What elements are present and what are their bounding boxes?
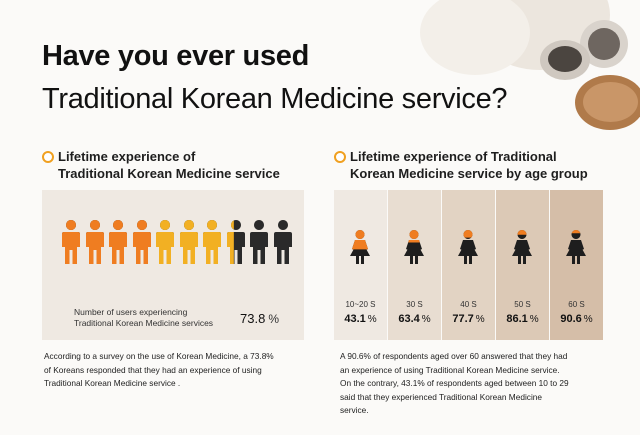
woman-icon — [566, 230, 586, 264]
age-label: 50 S — [514, 300, 531, 309]
age-label: 40 S — [460, 300, 477, 309]
right-desc-line-5: service. — [340, 405, 369, 415]
woman-icon-base — [566, 230, 586, 264]
age-percent: 90.6% — [550, 313, 603, 325]
woman-icon — [350, 230, 370, 264]
left-desc-line-2: of Koreans responded that they had an ex… — [44, 364, 262, 375]
person-icon — [226, 220, 245, 264]
right-description: A 90.6% of respondents aged over 60 answ… — [340, 350, 569, 418]
woman-icon — [404, 230, 424, 264]
age-percent: 77.7% — [442, 313, 495, 325]
left-desc-line-3: Traditional Korean Medicine service . — [44, 378, 181, 388]
woman-icon-fill — [571, 230, 581, 234]
person-icon — [156, 220, 174, 264]
right-desc-line-4: said that they experienced Traditional K… — [340, 391, 543, 402]
woman-icon-fill — [517, 230, 527, 235]
person-icon — [85, 220, 104, 264]
person-icon-filled — [85, 220, 104, 264]
woman-icon-fill — [408, 230, 420, 243]
person-icon — [109, 220, 127, 264]
person-icon — [250, 220, 268, 264]
age-percent-unit: % — [367, 314, 377, 325]
age-label: 10~20 S — [345, 300, 376, 309]
left-desc-line-1: According to a survey on the use of Kore… — [44, 351, 274, 361]
person-icon-filled — [226, 220, 234, 264]
pictogram-panel — [42, 190, 304, 340]
person-icon — [203, 220, 221, 264]
person-icon — [273, 220, 292, 264]
person-icon-unfilled — [250, 220, 268, 264]
person-icon-filled — [109, 220, 127, 264]
left-description: According to a survey on the use of Kore… — [44, 350, 274, 391]
woman-icon-fill — [352, 230, 368, 250]
woman-icon-base — [512, 230, 532, 264]
age-percent-unit: % — [421, 314, 431, 325]
left-section-heading: Lifetime experience of Traditional Korea… — [58, 148, 280, 182]
users-label-line-1: Number of users experiencing — [74, 307, 188, 317]
users-value-number: 73.8 — [240, 311, 266, 326]
right-heading-line-1: Lifetime experience of Traditional — [350, 149, 557, 164]
age-column: 40 S 77.7% — [442, 190, 495, 340]
right-desc-line-1: A 90.6% of respondents aged over 60 answ… — [340, 351, 568, 361]
age-percent-unit: % — [583, 314, 593, 325]
age-column: 50 S 86.1% — [496, 190, 549, 340]
age-percent-value: 63.4 — [398, 313, 420, 325]
page-title-line-1: Have you ever used — [42, 40, 310, 72]
person-icon — [132, 220, 151, 264]
person-icon-filled — [203, 220, 221, 264]
age-percent: 43.1% — [334, 313, 387, 325]
woman-icon — [512, 230, 532, 264]
age-percent-value: 43.1 — [344, 313, 366, 325]
age-label: 30 S — [406, 300, 423, 309]
page-title-line-2: Traditional Korean Medicine service? — [42, 83, 508, 115]
person-icon-filled — [179, 220, 198, 264]
person-icon — [179, 220, 198, 264]
age-percent-value: 77.7 — [452, 313, 474, 325]
age-column: 10~20 S 43.1% — [334, 190, 387, 340]
person-icon-filled — [156, 220, 174, 264]
woman-icon — [458, 230, 478, 264]
woman-icon-base — [458, 230, 478, 264]
right-desc-line-3: On the contrary, 43.1% of respondents ag… — [340, 378, 569, 388]
age-column: 60 S 90.6% — [550, 190, 603, 340]
age-percent-unit: % — [529, 314, 539, 325]
age-percent: 86.1% — [496, 313, 549, 325]
age-column: 30 S 63.4% — [388, 190, 441, 340]
age-percent-value: 90.6 — [560, 313, 582, 325]
left-heading-line-1: Lifetime experience of — [58, 149, 196, 164]
person-icon-unfilled — [273, 220, 292, 264]
bullet-icon — [42, 151, 54, 163]
person-icon — [62, 220, 80, 264]
right-section-heading: Lifetime experience of Traditional Korea… — [350, 148, 588, 182]
age-label: 60 S — [568, 300, 585, 309]
woman-icon-fill — [463, 230, 473, 238]
age-percent: 63.4% — [388, 313, 441, 325]
person-icon-filled — [132, 220, 151, 264]
users-value-unit: % — [268, 312, 279, 326]
users-label-line-2: Traditional Korean Medicine services — [74, 318, 214, 328]
left-heading-line-2: Traditional Korean Medicine service — [58, 166, 280, 181]
age-percent-value: 86.1 — [506, 313, 528, 325]
users-value: 73.8% — [240, 311, 279, 326]
users-label: Number of users experiencing Traditional… — [74, 307, 213, 329]
age-percent-unit: % — [475, 314, 485, 325]
pictogram-row — [62, 220, 302, 270]
woman-icon-base — [404, 230, 424, 264]
right-desc-line-2: an experience of using Traditional Korea… — [340, 364, 560, 375]
bullet-icon — [334, 151, 346, 163]
person-icon-filled — [62, 220, 80, 264]
right-heading-line-2: Korean Medicine service by age group — [350, 166, 588, 181]
